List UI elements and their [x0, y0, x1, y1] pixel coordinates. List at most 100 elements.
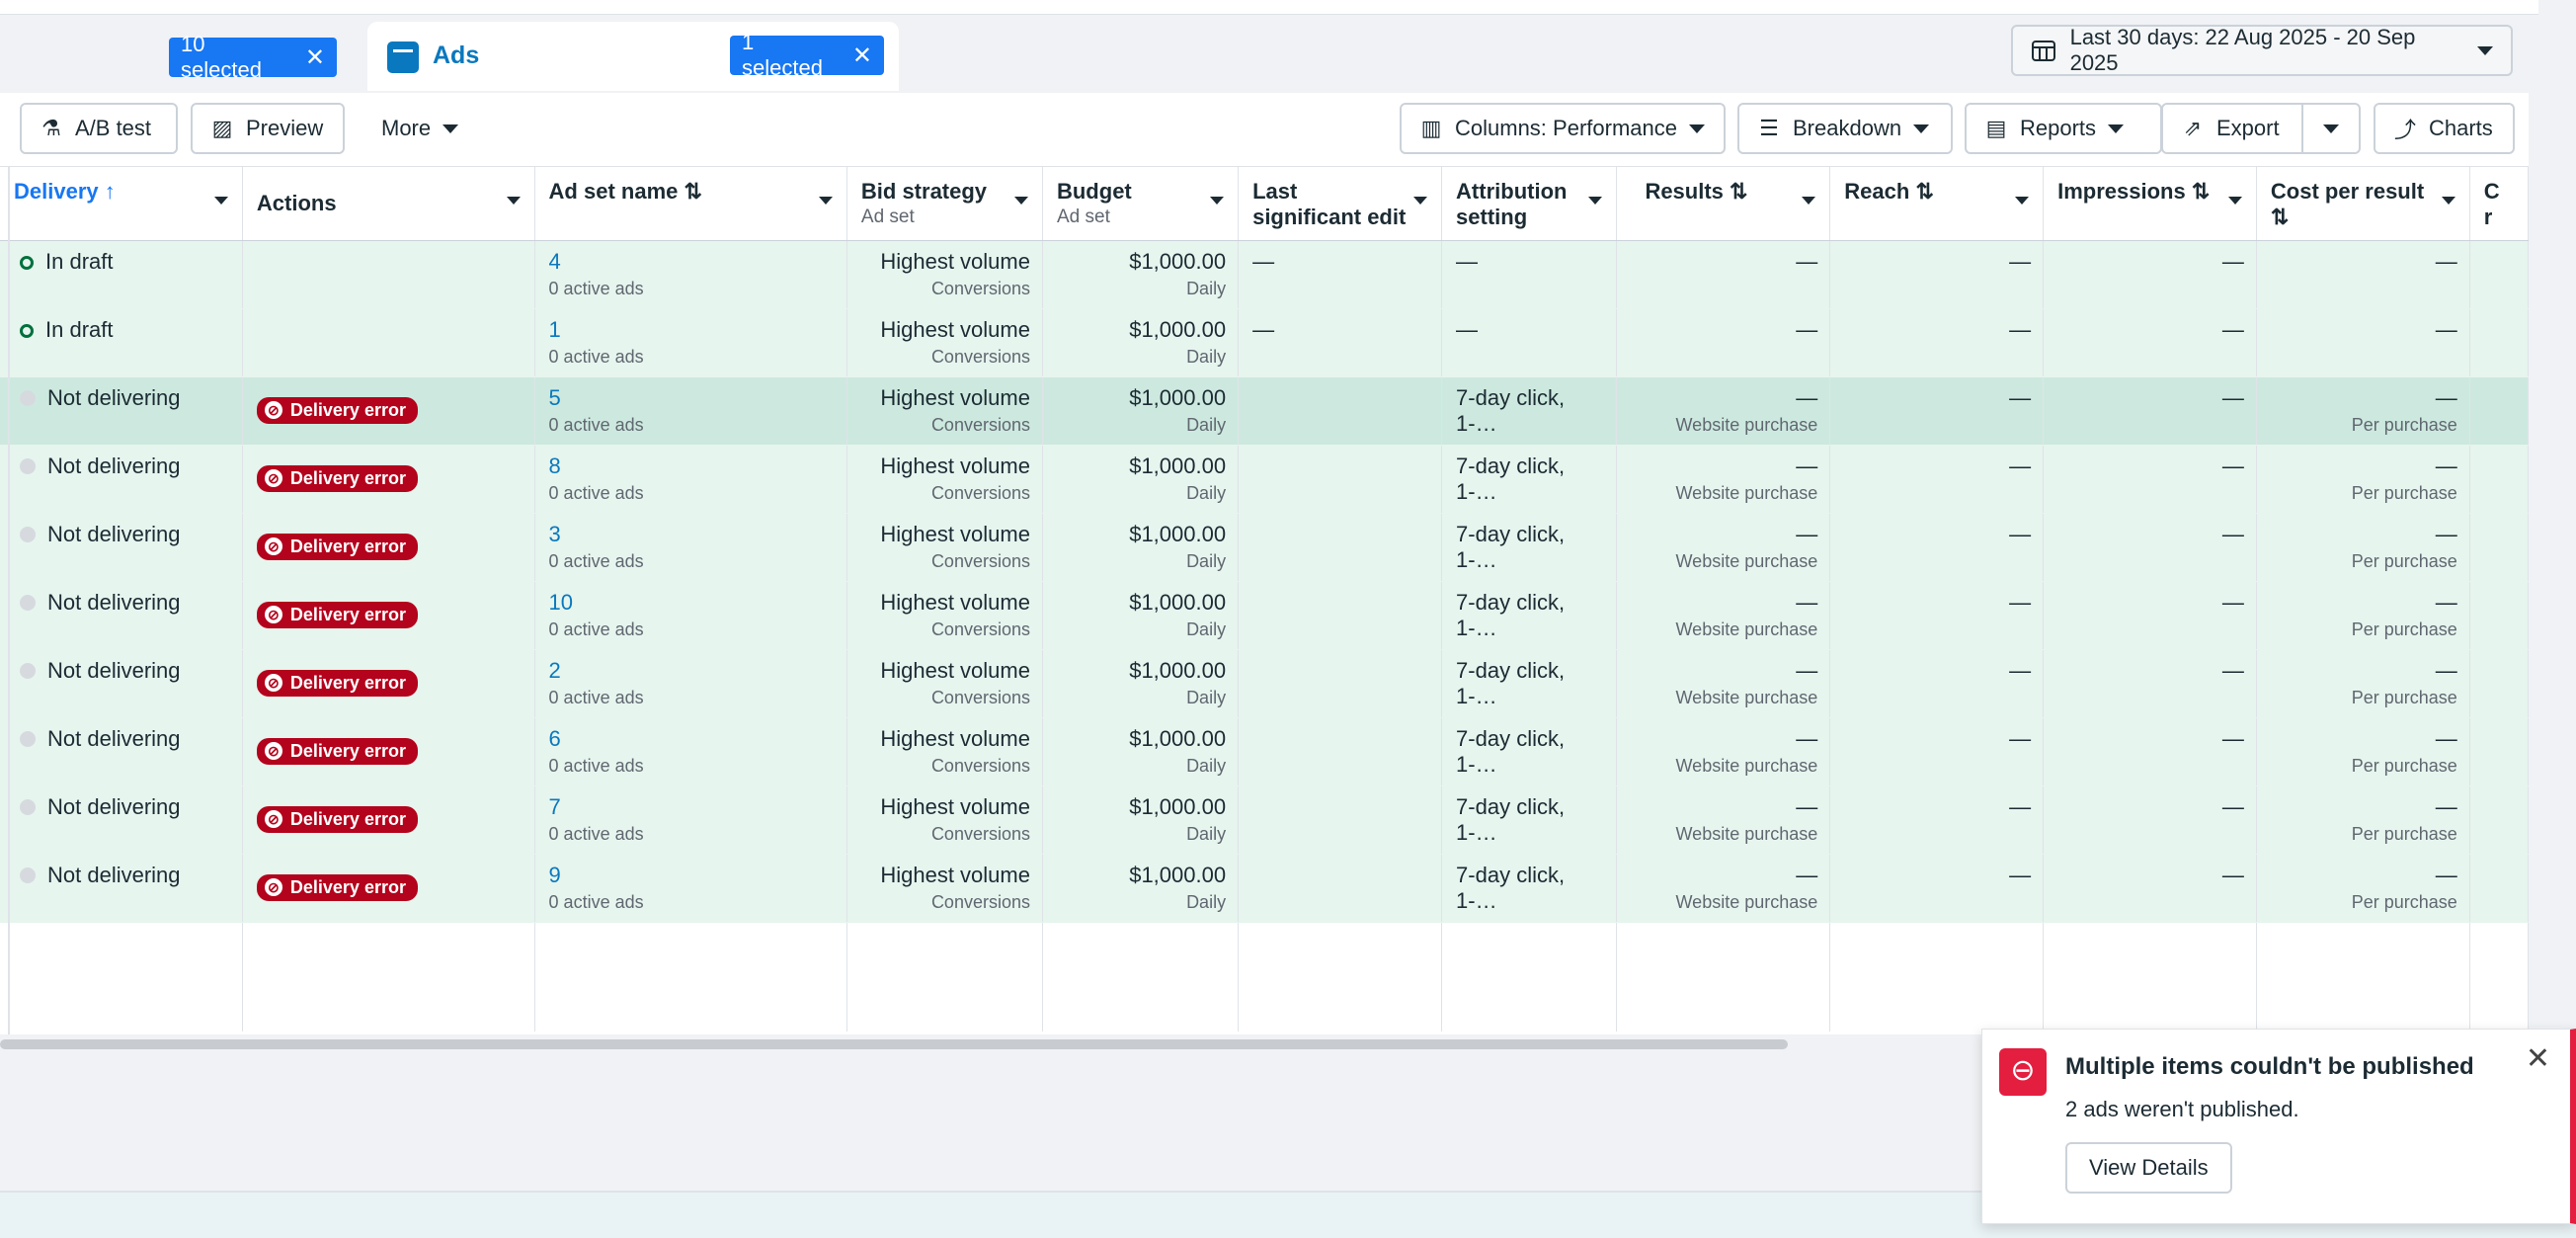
col-last-edit[interactable]: Last significant edit	[1238, 167, 1443, 241]
table-row[interactable]: Not delivering ⊘ Delivery error 2 0 active a…	[0, 649, 2529, 718]
delivery-status: Not delivering	[47, 453, 181, 478]
ad-set-name-link[interactable]: 2	[548, 657, 561, 683]
view-details-button[interactable]: View Details	[2065, 1142, 2232, 1194]
delivery-error-badge[interactable]: ⊘ Delivery error	[256, 396, 418, 424]
next-col-cell	[2469, 513, 2529, 582]
table-row[interactable]: Not delivering ⊘ Delivery error 9 0 active a…	[0, 854, 2529, 923]
impressions-value: —	[2221, 384, 2244, 410]
cost-per-result-cell: —	[2256, 240, 2470, 309]
results-sub: Website purchase	[1675, 482, 1818, 503]
ad-set-name-link[interactable]: 7	[548, 793, 561, 819]
cost-per-result-value: —	[2435, 521, 2457, 546]
column-menu-icon[interactable]	[2015, 197, 2030, 205]
last-edit-cell	[1238, 785, 1443, 855]
table-row[interactable]: Not delivering ⊘ Delivery error 3 0 active a…	[0, 513, 2529, 582]
table-row[interactable]: In draft 4 0 active ads Highest volume Conve…	[0, 240, 2529, 309]
column-menu-icon[interactable]	[818, 197, 833, 205]
clear-campaigns-selection-icon[interactable]: ✕	[304, 43, 325, 71]
col-attribution[interactable]: Attribution setting	[1441, 167, 1618, 241]
results-cell: — Website purchase	[1616, 445, 1831, 514]
budget-cell[interactable]: $1,000.00 Daily	[1042, 717, 1240, 786]
preview-button[interactable]: ▨ Preview	[191, 103, 345, 154]
budget-cell[interactable]: $1,000.00 Daily	[1042, 308, 1240, 377]
col-ad-set-name[interactable]: Ad set name ⇅	[534, 167, 847, 241]
results-value: —	[1796, 793, 1818, 819]
export-button[interactable]: ⇗ Export	[2161, 103, 2303, 154]
col-delivery[interactable]: Delivery ↑	[0, 167, 243, 241]
bid-strategy-value: Highest volume	[880, 589, 1030, 615]
horizontal-scrollbar[interactable]	[0, 1039, 1788, 1049]
columns-button[interactable]: ▥ Columns: Performance	[1400, 103, 1726, 154]
column-menu-icon[interactable]	[2227, 197, 2242, 205]
charts-button[interactable]: ⤴ Charts	[2374, 103, 2515, 154]
delivery-error-badge[interactable]: ⊘ Delivery error	[256, 533, 418, 560]
close-icon[interactable]: ✕	[2525, 1042, 2550, 1075]
ad-set-name-link[interactable]: 10	[548, 589, 574, 615]
budget-cell[interactable]: $1,000.00 Daily	[1042, 513, 1240, 582]
budget-value: $1,000.00	[1129, 521, 1227, 546]
next-col-cell	[2469, 308, 2529, 377]
bid-strategy-value: Highest volume	[880, 657, 1030, 683]
ad-set-name-link[interactable]: 3	[548, 521, 561, 546]
badge-label: Delivery error	[289, 536, 406, 556]
reach-cell: —	[1829, 785, 2045, 855]
reports-button[interactable]: ▤ Reports	[1965, 103, 2162, 154]
delivery-error-badge[interactable]: ⊘ Delivery error	[256, 737, 418, 765]
export-options-button[interactable]	[2301, 103, 2361, 154]
column-menu-icon[interactable]	[1210, 197, 1225, 205]
table-row[interactable]: Not delivering ⊘ Delivery error 10 0 active …	[0, 581, 2529, 650]
empty-cell	[1441, 922, 1618, 1032]
more-button[interactable]: More	[362, 103, 484, 154]
col-cost-per-result[interactable]: Cost per result ⇅	[2256, 167, 2470, 241]
table-row[interactable]: Not delivering ⊘ Delivery error 5 0 active a…	[0, 376, 2529, 446]
budget-cell[interactable]: $1,000.00 Daily	[1042, 581, 1240, 650]
col-impressions[interactable]: Impressions ⇅	[2043, 167, 2257, 241]
column-menu-icon[interactable]	[1802, 197, 1816, 205]
budget-cell[interactable]: $1,000.00 Daily	[1042, 785, 1240, 855]
budget-cell[interactable]: $1,000.00 Daily	[1042, 854, 1240, 923]
column-menu-icon[interactable]	[1413, 197, 1428, 205]
column-menu-icon[interactable]	[213, 197, 228, 205]
budget-cell[interactable]: $1,000.00 Daily	[1042, 649, 1240, 718]
tab-campaigns[interactable]: 10 selected ✕	[0, 22, 356, 82]
table-row[interactable]: In draft 1 0 active ads Highest volume Conve…	[0, 308, 2529, 377]
table-row[interactable]: Not delivering ⊘ Delivery error 7 0 active a…	[0, 785, 2529, 855]
sort-icon: ⇅	[2191, 179, 2211, 204]
delivery-error-badge[interactable]: ⊘ Delivery error	[256, 601, 418, 628]
budget-cell[interactable]: $1,000.00 Daily	[1042, 445, 1240, 514]
reach-value: —	[2009, 521, 2032, 546]
ad-set-name-link[interactable]: 6	[548, 725, 561, 751]
breakdown-button[interactable]: ☰ Breakdown	[1737, 103, 1953, 154]
ad-set-name-link[interactable]: 4	[548, 248, 561, 274]
attribution-cell: 7-day click, 1-…	[1441, 717, 1618, 786]
preview-label: Preview	[246, 116, 324, 140]
budget-cell[interactable]: $1,000.00 Daily	[1042, 376, 1240, 446]
col-actions[interactable]: Actions	[242, 167, 535, 241]
ad-set-name-link[interactable]: 9	[548, 862, 561, 887]
active-ads-count: 0 active ads	[548, 550, 644, 571]
ad-set-name-link[interactable]: 5	[548, 384, 561, 410]
ad-set-name-link[interactable]: 8	[548, 453, 561, 478]
budget-cell[interactable]: $1,000.00 Daily	[1042, 240, 1240, 309]
column-menu-icon[interactable]	[1588, 197, 1603, 205]
table-row[interactable]: Not delivering ⊘ Delivery error 6 0 active a…	[0, 717, 2529, 786]
col-bid-strategy[interactable]: Bid strategy Ad set	[846, 167, 1043, 241]
delivery-error-badge[interactable]: ⊘ Delivery error	[256, 873, 418, 901]
ad-set-name-cell: 2 0 active ads	[534, 649, 847, 718]
delivery-error-badge[interactable]: ⊘ Delivery error	[256, 464, 418, 492]
col-reach[interactable]: Reach ⇅	[1829, 167, 2045, 241]
column-menu-icon[interactable]	[1013, 197, 1028, 205]
col-results[interactable]: Results ⇅	[1616, 167, 1831, 241]
clear-ads-selection-icon[interactable]: ✕	[851, 41, 872, 69]
delivery-error-badge[interactable]: ⊘ Delivery error	[256, 669, 418, 697]
column-menu-icon[interactable]	[506, 197, 521, 205]
date-range-picker[interactable]: Last 30 days: 22 Aug 2025 - 20 Sep 2025	[2011, 25, 2513, 76]
tab-ads[interactable]: Ads 1 selected ✕	[367, 22, 899, 91]
column-menu-icon[interactable]	[2441, 197, 2455, 205]
delivery-error-badge[interactable]: ⊘ Delivery error	[256, 805, 418, 833]
badge-label: Delivery error	[289, 876, 406, 897]
table-row[interactable]: Not delivering ⊘ Delivery error 8 0 active a…	[0, 445, 2529, 514]
ab-test-button[interactable]: ⚗ A/B test	[20, 103, 178, 154]
ad-set-name-link[interactable]: 1	[548, 316, 561, 342]
col-budget[interactable]: Budget Ad set	[1042, 167, 1240, 241]
